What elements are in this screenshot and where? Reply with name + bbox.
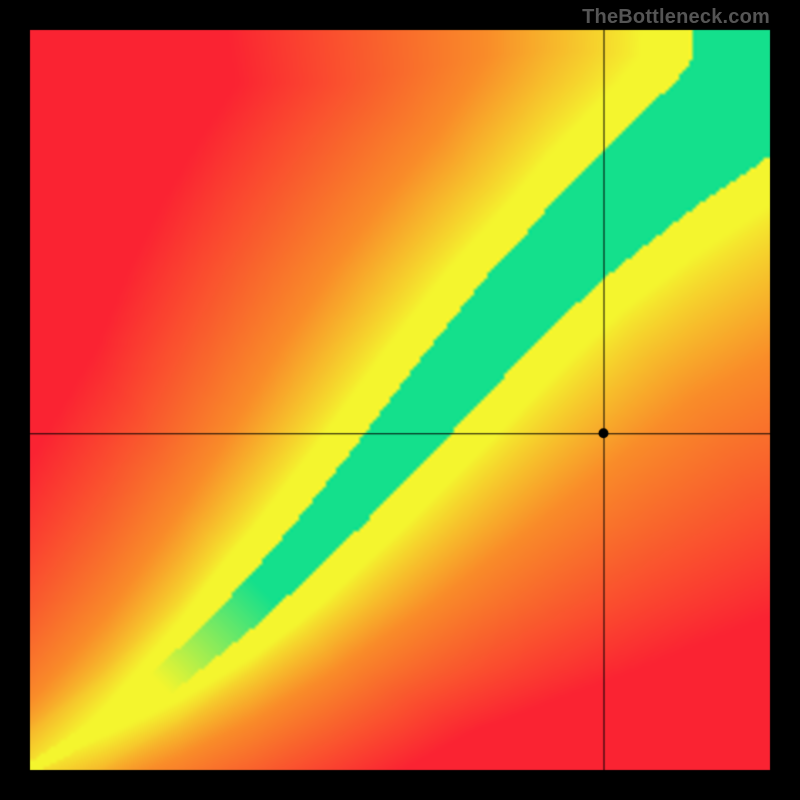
watermark-text: TheBottleneck.com: [582, 6, 770, 29]
chart-container: { "watermark": { "text": "TheBottleneck.…: [0, 0, 800, 800]
bottleneck-heatmap-canvas: [0, 0, 800, 800]
